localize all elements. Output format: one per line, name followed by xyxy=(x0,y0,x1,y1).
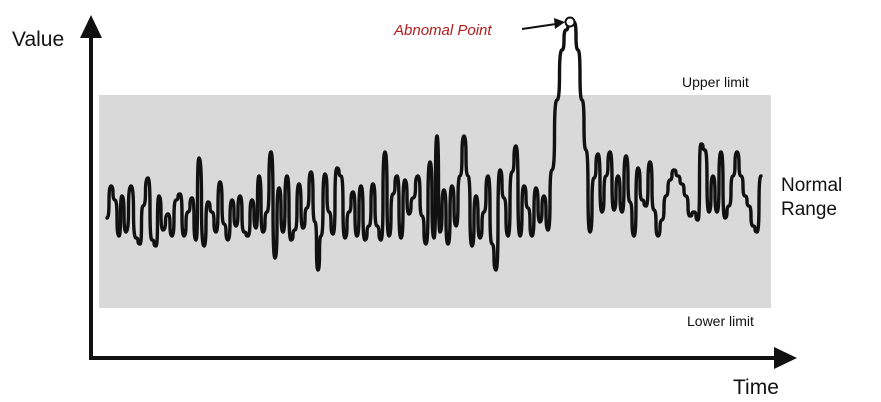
abnormal-point-label: Abnomal Point xyxy=(393,22,492,39)
y-axis-label: Value xyxy=(12,28,64,51)
normal-range-label-line2: Range xyxy=(781,199,837,220)
upper-limit-label: Upper limit xyxy=(682,74,749,90)
abnormal-point-marker xyxy=(564,16,576,28)
abnormal-pointer-line xyxy=(521,23,557,30)
lower-limit-label: Lower limit xyxy=(687,313,754,329)
x-axis-arrowhead xyxy=(774,347,797,369)
normal-range-label-line1: Normal xyxy=(781,175,842,196)
x-axis-label: Time xyxy=(733,376,779,399)
y-axis-arrowhead xyxy=(80,15,102,38)
abnormal-pointer-arrowhead xyxy=(554,18,565,29)
signal-line xyxy=(105,18,763,272)
